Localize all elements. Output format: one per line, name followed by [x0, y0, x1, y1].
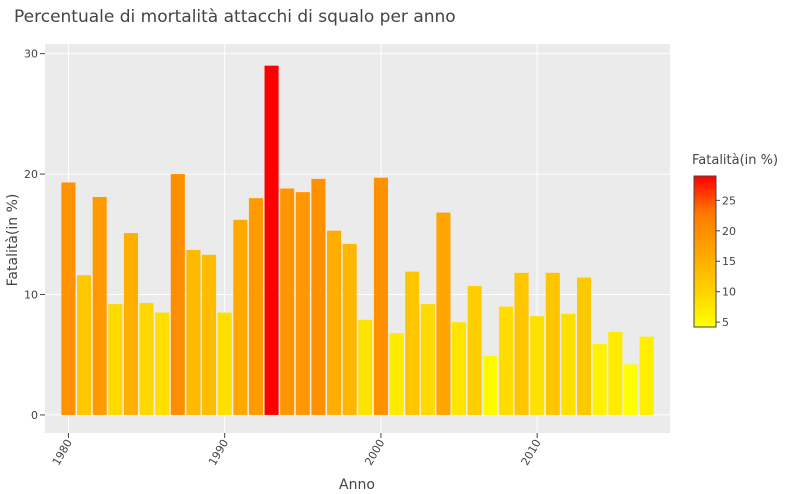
x-tick-label: 1980 [50, 437, 75, 468]
bar [514, 272, 529, 415]
bar [436, 212, 451, 415]
colorbar-tick-label: 25 [722, 194, 736, 207]
bar [592, 343, 607, 415]
bar [139, 302, 154, 415]
bar [530, 316, 545, 415]
chart-title: Percentuale di mortalità attacchi di squ… [14, 7, 456, 27]
bar [639, 336, 654, 415]
bar [123, 233, 138, 415]
plot-background [45, 44, 670, 433]
bars [61, 65, 654, 415]
colorbar-tick-label: 20 [722, 225, 736, 238]
bar [233, 219, 248, 415]
bar [61, 182, 76, 415]
bar [608, 331, 623, 415]
bar [467, 286, 482, 415]
x-tick-label: 1990 [206, 437, 231, 468]
y-tick-label: 10 [24, 289, 38, 302]
bar [389, 333, 404, 415]
bar [155, 312, 170, 415]
colorbar-ticks: 5 10 15 20 25 [716, 194, 736, 329]
bar [498, 306, 513, 415]
bar [561, 313, 576, 415]
colorbar-tick-label: 10 [722, 286, 736, 299]
y-tick-label: 0 [31, 409, 38, 422]
bar [170, 174, 185, 415]
y-axis: 0 10 20 30 [24, 48, 45, 422]
bar [483, 355, 498, 415]
bar [77, 275, 92, 415]
y-tick-label: 20 [24, 168, 38, 181]
bar [264, 65, 279, 415]
x-tick-label: 2000 [362, 437, 387, 468]
bar [405, 271, 420, 415]
bar [92, 196, 107, 415]
bar [342, 243, 357, 415]
bar [373, 177, 388, 415]
bar [327, 230, 342, 415]
colorbar-gradient [693, 175, 717, 328]
bar [248, 198, 263, 415]
colorbar-tick-label: 5 [722, 316, 729, 329]
bar [186, 249, 201, 415]
bar [452, 322, 467, 415]
x-tick-label: 2010 [519, 437, 544, 468]
bar [217, 312, 232, 415]
bar [280, 188, 295, 415]
bar [108, 304, 123, 415]
bar [311, 178, 326, 415]
bar [202, 254, 217, 415]
colorbar-title: Fatalità(in %) [692, 153, 778, 168]
y-axis-label: Fatalità(in %) [5, 194, 21, 287]
x-axis: 1980 1990 2000 2010 [50, 433, 544, 468]
x-axis-label: Anno [339, 477, 375, 493]
bar [420, 304, 435, 415]
bar [623, 364, 638, 415]
bar [295, 192, 310, 415]
bar [358, 319, 373, 415]
colorbar: Fatalità(in %) 5 10 15 20 25 [692, 153, 778, 329]
colorbar-tick-label: 15 [722, 255, 736, 268]
bar [577, 277, 592, 415]
y-tick-label: 30 [24, 48, 38, 61]
bar [545, 272, 560, 415]
